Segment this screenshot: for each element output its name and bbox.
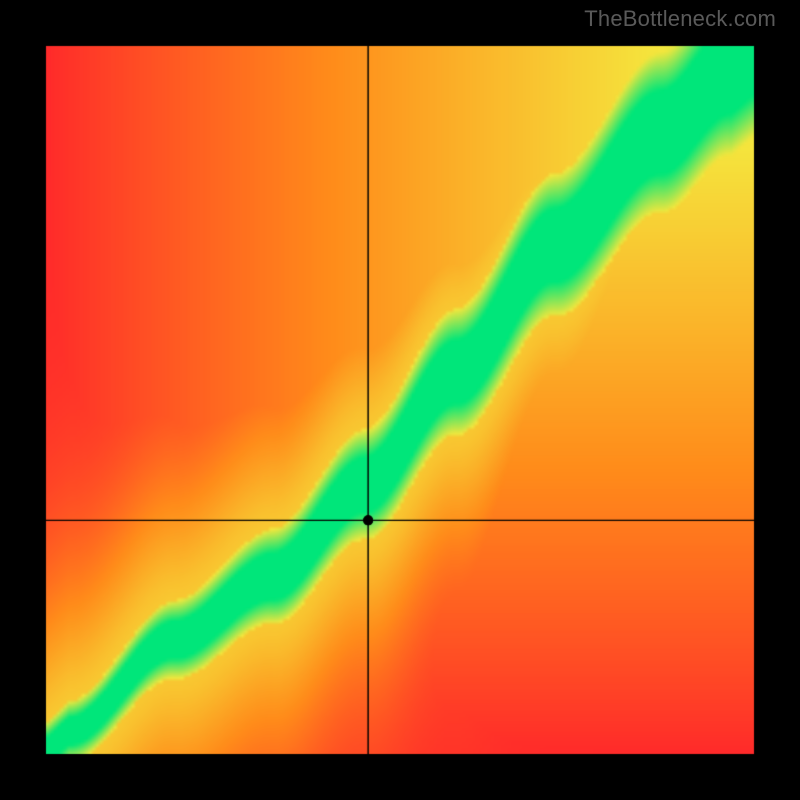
bottleneck-heatmap-canvas	[0, 0, 800, 800]
chart-container: TheBottleneck.com	[0, 0, 800, 800]
watermark-text: TheBottleneck.com	[584, 6, 776, 32]
